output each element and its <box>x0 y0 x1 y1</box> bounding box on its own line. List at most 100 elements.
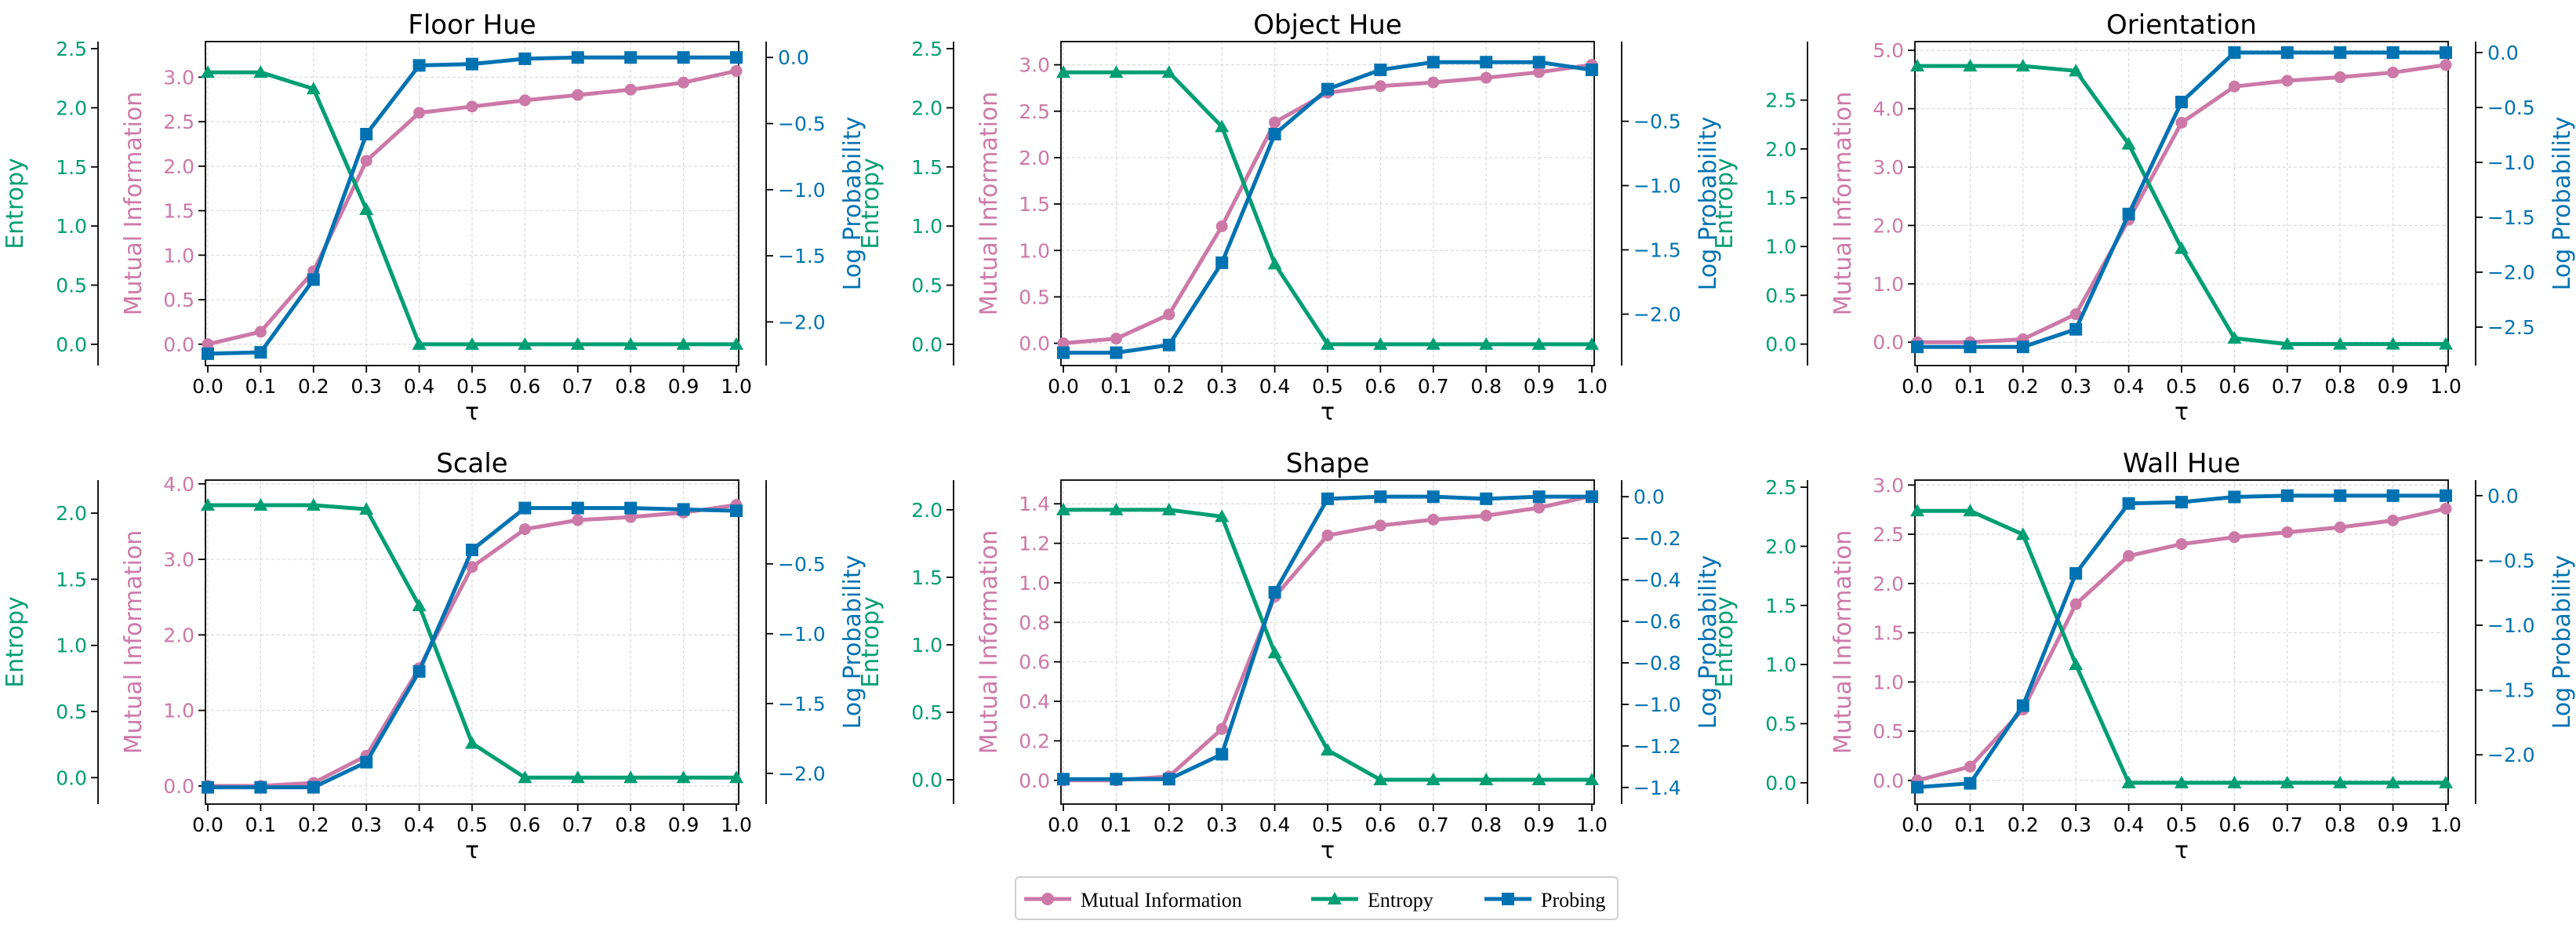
probing-point <box>2280 489 2294 502</box>
entropy-tick-label: 2.5 <box>911 38 943 60</box>
subplot-orientation: Orientation 0.0 0.1 0.2 0.3 0.4 0.5 0.6 0.7 0.8 0.… <box>1711 9 2576 426</box>
probing-tick-label: −0.2 <box>1633 527 1681 550</box>
probing-tick-label: −0.8 <box>1633 652 1681 675</box>
mi-axis-label: Mutual Information <box>120 530 147 755</box>
entropy-tick-label: 1.0 <box>56 635 87 657</box>
entropy-tick-label: 1.0 <box>911 634 943 657</box>
x-tick-label: 0.0 <box>192 813 223 836</box>
entropy-tick-label: 2.0 <box>1765 138 1797 161</box>
x-axis-label: τ <box>2175 399 2189 426</box>
probing-point <box>1532 490 1546 504</box>
entropy-tick-label: 0.5 <box>911 701 943 724</box>
probing-tick-label: −0.6 <box>1633 610 1681 633</box>
entropy-point <box>1215 509 1230 522</box>
entropy-tick-label: 0.0 <box>911 333 943 356</box>
probing-point <box>1162 338 1175 351</box>
probing-point <box>1110 346 1123 359</box>
x-tick-label: 0.9 <box>2378 813 2409 836</box>
probing-point <box>2069 322 2083 336</box>
probing-tick-label: −0.5 <box>1633 111 1681 133</box>
probing-point <box>2440 489 2452 502</box>
subplot-title: Scale <box>436 448 507 479</box>
probing-tick-label: −2.0 <box>1633 303 1681 326</box>
subplot-title: Wall Hue <box>2123 448 2240 479</box>
entropy-tick-label: 1.0 <box>1765 653 1797 676</box>
x-tick-label: 1.0 <box>1576 375 1608 398</box>
probing-tick-label: −0.5 <box>778 113 826 136</box>
entropy-point <box>2333 337 2348 350</box>
x-tick-label: 0.7 <box>1418 375 1449 398</box>
entropy-axis-label: Entropy <box>2 596 29 688</box>
entropy-point <box>676 770 691 784</box>
entropy-point <box>412 337 427 350</box>
probing-point <box>1586 64 1598 77</box>
mi-tick-label: 1.4 <box>1019 493 1050 515</box>
mi-tick-label: 2.0 <box>1873 214 1904 237</box>
entropy-point <box>1215 119 1230 133</box>
mi-tick-label: 1.0 <box>163 244 194 267</box>
probing-point <box>2175 496 2188 509</box>
subplot-title: Shape <box>1286 448 1369 479</box>
entropy-tick-label: 0.5 <box>1765 284 1797 307</box>
mi-tick-label: 1.5 <box>1019 193 1050 216</box>
entropy-tick-label: 1.0 <box>911 215 943 238</box>
entropy-point <box>729 337 743 350</box>
mi-point <box>1480 509 1492 522</box>
mi-point <box>1533 66 1546 78</box>
mi-point <box>1374 519 1386 532</box>
probing-tick-label: −0.4 <box>1633 569 1681 591</box>
entropy-axis-label: Entropy <box>1711 158 1739 249</box>
mi-point <box>466 561 478 573</box>
mi-point <box>2334 521 2346 533</box>
entropy-tick-label: 1.5 <box>911 156 943 179</box>
x-tick-label: 0.8 <box>2324 813 2356 836</box>
probing-tick-label: −1.5 <box>2487 679 2535 702</box>
probing-point <box>1964 340 1977 354</box>
entropy-point <box>1161 502 1176 515</box>
probing-point <box>1268 585 1281 599</box>
mi-point <box>360 155 372 167</box>
mi-point <box>413 107 426 119</box>
mi-point <box>1533 501 1546 514</box>
subplot-title: Object Hue <box>1253 9 1402 41</box>
mi-tick-label: 0.0 <box>1019 333 1050 355</box>
probing-point <box>412 664 426 678</box>
x-tick-label: 0.9 <box>1524 813 1555 836</box>
x-tick-label: 0.8 <box>1470 813 1502 836</box>
x-tick-label: 0.9 <box>668 375 699 398</box>
x-tick-label: 0.8 <box>1470 375 1502 398</box>
probing-tick-label: −2.0 <box>778 762 826 785</box>
entropy-tick-label: 1.5 <box>56 156 87 179</box>
mi-tick-label: 0.8 <box>1019 611 1050 634</box>
mi-point <box>1215 722 1228 735</box>
probing-point <box>1911 340 1924 354</box>
probing-tick-label: −1.5 <box>778 245 826 268</box>
entropy-point <box>729 770 743 784</box>
entropy-point <box>2439 775 2453 788</box>
legend <box>1015 876 1619 920</box>
probing-tick-label: −1.5 <box>1633 239 1681 262</box>
probing-tick-label: −1.5 <box>2487 206 2535 229</box>
mi-axis-label: Mutual Information <box>976 92 1003 316</box>
entropy-point <box>359 202 374 216</box>
x-tick-label: 0.6 <box>1365 375 1397 398</box>
probing-point <box>2334 46 2347 59</box>
probing-point <box>1532 56 1546 69</box>
entropy-point <box>1161 65 1176 78</box>
probing-point <box>202 347 214 360</box>
mi-tick-label: 0.5 <box>1873 720 1904 743</box>
probing-point <box>2386 46 2400 59</box>
probing-tick-label: 0.0 <box>778 46 809 69</box>
mi-point <box>2334 71 2346 83</box>
probing-point <box>2175 96 2188 108</box>
entropy-tick-label: 0.0 <box>1765 772 1797 795</box>
mi-tick-label: 5.0 <box>1873 39 1904 62</box>
mi-point <box>1269 116 1281 129</box>
entropy-tick-label: 2.0 <box>911 499 943 522</box>
probing-point <box>2280 46 2294 59</box>
probing-point <box>624 51 638 64</box>
probing-point <box>571 501 584 515</box>
entropy-point <box>1109 502 1124 515</box>
probing-tick-label: −1.5 <box>778 693 826 715</box>
entropy-point <box>1321 743 1335 756</box>
